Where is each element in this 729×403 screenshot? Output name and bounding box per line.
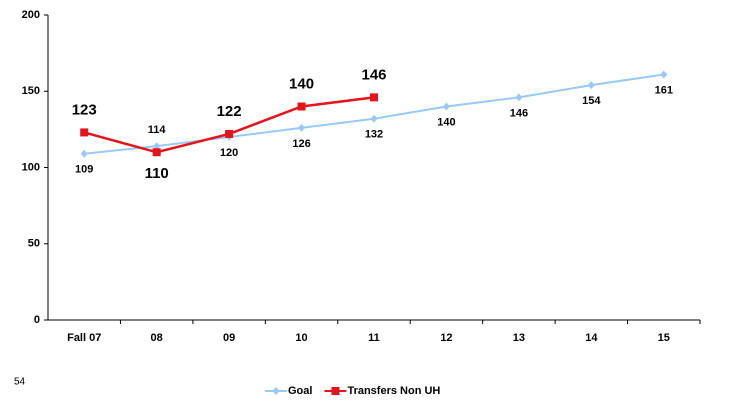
marker bbox=[152, 148, 161, 157]
data-label: 132 bbox=[365, 129, 383, 141]
data-label: 109 bbox=[75, 164, 93, 176]
y-tick-label: 150 bbox=[22, 85, 40, 97]
data-label: 140 bbox=[437, 116, 455, 128]
marker bbox=[225, 129, 234, 138]
marker bbox=[370, 93, 378, 102]
data-label: 140 bbox=[289, 75, 314, 92]
data-label: 161 bbox=[655, 84, 673, 96]
data-label: 122 bbox=[217, 103, 242, 120]
data-label: 110 bbox=[145, 165, 169, 182]
marker bbox=[297, 102, 306, 111]
marker bbox=[515, 93, 523, 102]
x-tick-label: 15 bbox=[658, 332, 670, 344]
data-label: 123 bbox=[72, 101, 97, 118]
data-label: 114 bbox=[148, 124, 167, 136]
data-label: 154 bbox=[582, 95, 601, 107]
marker bbox=[587, 81, 595, 90]
marker bbox=[370, 114, 378, 123]
x-tick-label: 12 bbox=[440, 332, 452, 344]
legend-label: Transfers Non UH bbox=[347, 385, 440, 397]
x-tick-label: 10 bbox=[295, 332, 307, 344]
marker bbox=[272, 387, 280, 395]
marker bbox=[660, 70, 668, 79]
marker bbox=[298, 123, 306, 132]
x-tick-label: 11 bbox=[368, 332, 380, 344]
marker bbox=[80, 149, 88, 158]
marker bbox=[80, 128, 89, 137]
x-tick-label: Fall 07 bbox=[67, 332, 101, 344]
data-label: 146 bbox=[510, 107, 528, 119]
marker bbox=[153, 142, 161, 151]
marker bbox=[331, 387, 340, 395]
legend-label: Goal bbox=[288, 385, 312, 397]
y-tick-label: 0 bbox=[34, 314, 40, 326]
marker bbox=[442, 102, 450, 111]
x-tick-label: 09 bbox=[223, 332, 235, 344]
series-line bbox=[84, 73, 664, 155]
x-tick-label: 08 bbox=[151, 332, 163, 344]
y-tick-label: 200 bbox=[22, 9, 40, 21]
y-tick-label: 50 bbox=[28, 238, 40, 250]
x-tick-label: 14 bbox=[585, 332, 598, 344]
data-label: 126 bbox=[292, 138, 310, 150]
data-label: 120 bbox=[220, 147, 238, 159]
y-tick-label: 100 bbox=[22, 161, 40, 173]
page-number: 54 bbox=[14, 377, 26, 388]
data-label: 146 bbox=[361, 66, 386, 83]
x-tick-label: 13 bbox=[513, 332, 525, 344]
